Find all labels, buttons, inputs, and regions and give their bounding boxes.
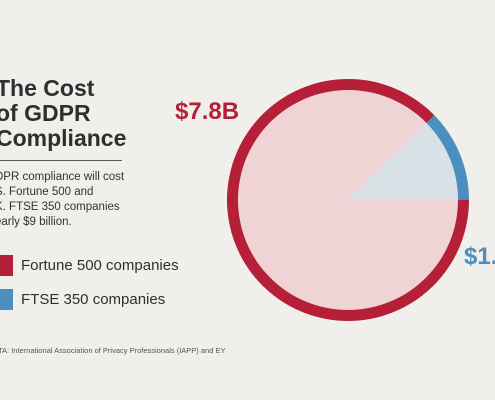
description-line-3: K. FTSE 350 companies <box>0 201 120 213</box>
description-line-1: DPR compliance will cost <box>0 171 125 183</box>
title-divider <box>0 160 122 161</box>
legend-item-fortune: Fortune 500 companies <box>0 255 179 276</box>
legend-label-fortune: Fortune 500 companies <box>21 257 179 274</box>
chart-title: The Cost of GDPR Compliance <box>0 76 126 151</box>
legend-swatch-ftse <box>0 289 13 310</box>
description-line-2: S. Fortune 500 and <box>0 186 94 198</box>
pie-ring-ftse <box>426 115 469 200</box>
pie-slice-ftse <box>348 122 458 200</box>
title-line-1: The Cost <box>0 75 95 101</box>
legend-swatch-fortune <box>0 255 13 276</box>
description-line-4: early $9 billion. <box>0 216 72 228</box>
pie-slices <box>226 78 469 321</box>
title-line-3: Compliance <box>0 125 127 151</box>
legend-item-ftse: FTSE 350 companies <box>0 289 165 310</box>
slice-label-ftse: $1. <box>464 243 495 270</box>
source-footnote: TA: International Association of Privacy… <box>0 346 226 355</box>
legend-label-ftse: FTSE 350 companies <box>21 291 166 308</box>
slice-label-fortune: $7.8B <box>175 98 239 125</box>
chart-description: DPR compliance will cost S. Fortune 500 … <box>0 170 124 230</box>
title-line-2: of GDPR <box>0 100 91 126</box>
